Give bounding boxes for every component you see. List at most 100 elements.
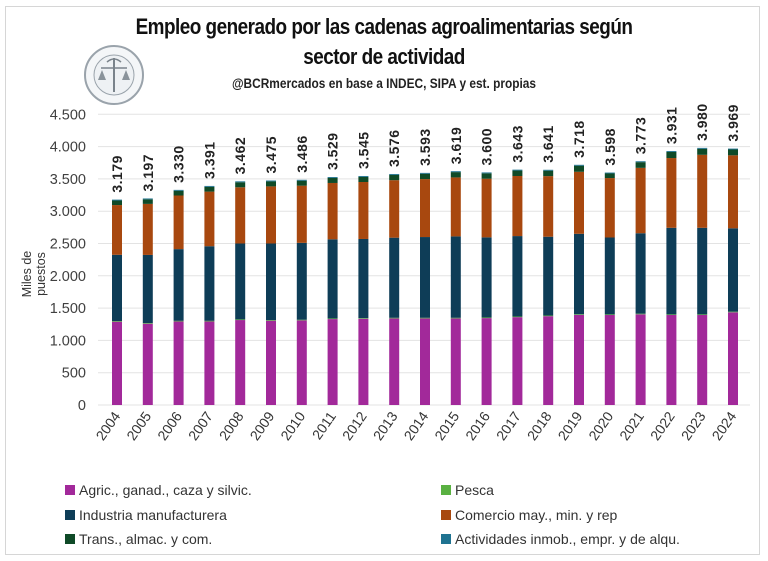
- bar-segment: [604, 314, 615, 316]
- bar-segment: [296, 185, 307, 243]
- total-data-label: 3.529: [325, 132, 341, 170]
- bar-segment: [420, 318, 430, 405]
- legend-item-actividades: Actividades inmob., empr. y de alqu.: [441, 527, 680, 552]
- bar-segment: [574, 314, 584, 405]
- bar-segment: [173, 249, 184, 321]
- bar-segment: [112, 199, 122, 201]
- bar-segment: [296, 242, 307, 320]
- bar-segment: [204, 186, 215, 192]
- legend-label-industria: Industria manufacturera: [79, 506, 227, 523]
- legend-item-trans: Trans., almac. y com.: [65, 527, 252, 552]
- bar-segment: [481, 178, 492, 238]
- legend-left: Agric., ganad., caza y silvic. Industria…: [65, 478, 252, 552]
- bar-segment: [697, 314, 708, 316]
- bar-segment: [389, 173, 400, 175]
- bar-segment: [512, 170, 523, 176]
- y-tick-label: 2.500: [50, 237, 86, 253]
- bar-segment: [635, 233, 646, 314]
- total-data-label: 3.931: [663, 107, 679, 145]
- legend-item-comercio: Comercio may., min. y rep: [441, 503, 680, 528]
- legend-label-trans: Trans., almac. y com.: [79, 531, 213, 548]
- bar-segment: [420, 237, 430, 318]
- bar-segment: [266, 180, 276, 182]
- bar-segment: [173, 321, 184, 405]
- bar-segment: [728, 148, 738, 150]
- bar-segment: [266, 181, 276, 187]
- bar-segment: [235, 320, 246, 405]
- x-tick-label: 2014: [400, 408, 431, 443]
- total-data-label: 3.641: [540, 125, 556, 163]
- bar-segment: [112, 321, 122, 405]
- bar-segment: [266, 186, 276, 244]
- bar-segment: [112, 321, 122, 322]
- bar-segment: [173, 189, 184, 191]
- bar-segment: [512, 316, 523, 318]
- bar-segment: [204, 185, 215, 187]
- legend-swatch-pesca: [441, 485, 451, 496]
- bar-segment: [697, 315, 708, 405]
- legend-label-comercio: Comercio may., min. y rep: [455, 506, 618, 523]
- legend-swatch-actividades: [441, 534, 451, 545]
- bar-segment: [666, 227, 677, 315]
- x-tick-label: 2013: [370, 408, 401, 443]
- bar-segment: [327, 182, 338, 240]
- bar-segment: [543, 316, 554, 405]
- bar-segment: [389, 317, 400, 319]
- bar-segment: [142, 323, 153, 324]
- legend-item-agric: Agric., ganad., caza y silvic.: [65, 478, 252, 503]
- y-tick-label: 500: [62, 366, 86, 382]
- bcr-logo-icon: [84, 45, 144, 105]
- bar-segment: [574, 165, 584, 172]
- x-tick-label: 2017: [493, 408, 524, 443]
- bar-segment: [666, 158, 677, 228]
- bar-segment: [543, 236, 554, 316]
- bar-segment: [420, 317, 430, 319]
- bar-segment: [112, 205, 122, 255]
- chart-title-line-1: Empleo generado por las cadenas agroalim…: [135, 14, 633, 39]
- bar-segment: [204, 191, 215, 247]
- bar-segment: [112, 254, 122, 322]
- x-tick-label: 2020: [585, 408, 616, 443]
- bar-segment: [666, 315, 677, 405]
- bar-segment: [543, 169, 554, 171]
- bar-segment: [142, 203, 153, 255]
- bar-segment: [450, 177, 461, 237]
- bar-segment: [173, 190, 184, 196]
- bar-segment: [481, 237, 492, 318]
- total-data-label: 3.462: [232, 137, 248, 175]
- bar-segment: [358, 176, 369, 183]
- x-tick-label: 2016: [462, 408, 493, 443]
- bar-segment: [728, 312, 738, 405]
- bar-segment: [235, 243, 246, 320]
- bar-segment: [574, 171, 584, 234]
- y-tick-label: 2.000: [50, 269, 86, 285]
- x-tick-label: 2008: [216, 408, 247, 443]
- bar-segment: [450, 236, 461, 318]
- bar-segment: [296, 180, 307, 186]
- bar-segment: [420, 173, 430, 180]
- bar-segment: [728, 311, 738, 313]
- bar-segment: [235, 181, 246, 183]
- bar-segment: [697, 147, 708, 149]
- bar-segment: [604, 315, 615, 405]
- bar-segment: [389, 237, 400, 318]
- x-tick-label: 2011: [309, 408, 339, 442]
- legend-swatch-agric: [65, 485, 75, 496]
- bar-segment: [358, 175, 369, 177]
- bar-segment: [543, 176, 554, 237]
- y-tick-label: 1.000: [50, 333, 86, 349]
- bar-segment: [604, 178, 615, 238]
- total-data-label: 3.598: [602, 128, 618, 166]
- legend-swatch-comercio: [441, 509, 451, 520]
- bar-segment: [512, 236, 523, 317]
- y-tick-label: 3.000: [50, 204, 86, 220]
- bar-segment: [635, 313, 646, 315]
- total-data-label: 3.576: [386, 129, 402, 167]
- bar-segment: [604, 237, 615, 315]
- bar-segment: [142, 323, 153, 405]
- bar-segment: [635, 162, 646, 168]
- bar-segment: [481, 317, 492, 319]
- bar-segment: [327, 177, 338, 178]
- total-data-label: 3.330: [171, 145, 187, 183]
- bar-segment: [697, 227, 708, 315]
